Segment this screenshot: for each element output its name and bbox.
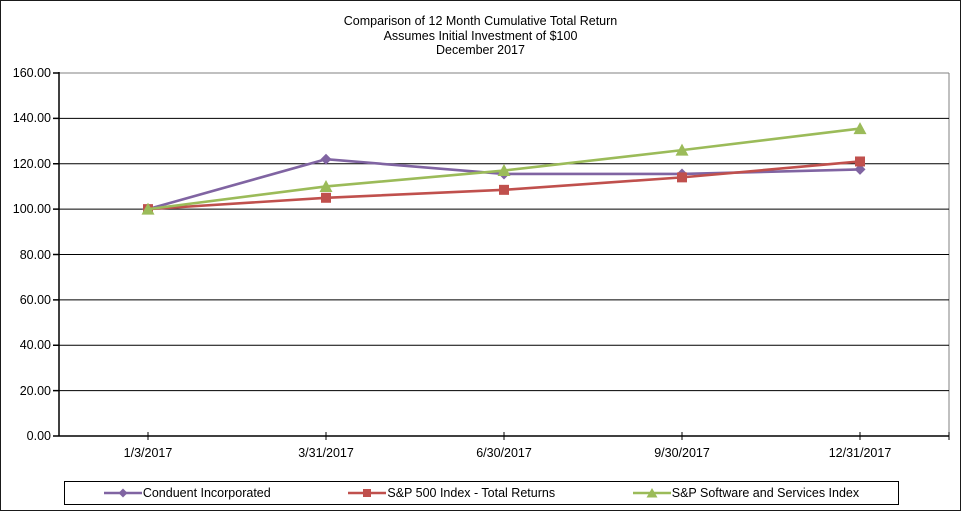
chart-title: Comparison of 12 Month Cumulative Total …: [1, 14, 960, 58]
legend-entry-conduent-incorporated: Conduent Incorporated: [103, 486, 271, 500]
legend-label-conduent-incorporated: Conduent Incorporated: [142, 486, 271, 500]
legend: Conduent Incorporated S&P 500 Index - Tot…: [64, 481, 899, 505]
data-point-s-p-500-index-total-returns-3: [677, 172, 687, 183]
data-point-s-p-software-and-services-index-1: [319, 179, 333, 192]
y-axis-tick-label: 20.00: [19, 383, 51, 398]
legend-entry-s-p-500-index-total-returns: S&P 500 Index - Total Returns: [348, 486, 555, 500]
data-point-s-p-software-and-services-index-0: [141, 202, 155, 215]
y-axis-tick-label: 160.00: [12, 66, 51, 80]
data-point-s-p-software-and-services-index-4: [853, 122, 867, 135]
legend-label-s-p-500-index-total-returns: S&P 500 Index - Total Returns: [387, 486, 556, 500]
data-point-s-p-500-index-total-returns-1: [321, 192, 331, 203]
legend-diamond-icon: [103, 488, 142, 498]
y-axis-tick-label: 40.00: [19, 338, 51, 353]
data-point-conduent-incorporated-1: [320, 153, 332, 165]
data-point-s-p-software-and-services-index-3: [675, 143, 689, 156]
legend-entry-s-p-software-and-services-index: S&P Software and Services Index: [632, 486, 860, 500]
data-point-s-p-500-index-total-returns-2: [499, 184, 509, 195]
legend-label-s-p-software-and-services-index: S&P Software and Services Index: [671, 486, 860, 500]
chart-title-line-1: Comparison of 12 Month Cumulative Total …: [343, 14, 618, 28]
data-point-s-p-500-index-total-returns-4: [855, 156, 865, 167]
y-axis-tick-label: 60.00: [19, 292, 51, 307]
data-point-s-p-software-and-services-index-2: [497, 164, 511, 177]
x-axis-label: 1/3/2017: [123, 446, 173, 460]
y-axis-tick-label: 0.00: [26, 429, 51, 443]
chart-title-line-3: December 2017: [436, 43, 525, 57]
chart-title-line-2: Assumes Initial Investment of $100: [383, 28, 578, 43]
x-axis-label: 12/31/2017: [828, 446, 892, 460]
y-axis-tick-label: 100.00: [12, 202, 51, 217]
data-point-conduent-incorporated-4: [854, 163, 866, 175]
x-axis-label: 6/30/2017: [476, 446, 532, 460]
legend-square-icon: [348, 489, 387, 497]
y-axis-tick-label: 140.00: [12, 111, 51, 126]
y-axis-tick-label: 80.00: [19, 247, 51, 262]
x-axis-label: 9/30/2017: [654, 446, 710, 460]
y-axis-tick-label: 120.00: [12, 156, 51, 171]
legend-triangle-icon: [632, 488, 671, 498]
line-chart-canvas: [53, 72, 950, 440]
x-axis-label: 3/31/2017: [298, 446, 354, 460]
